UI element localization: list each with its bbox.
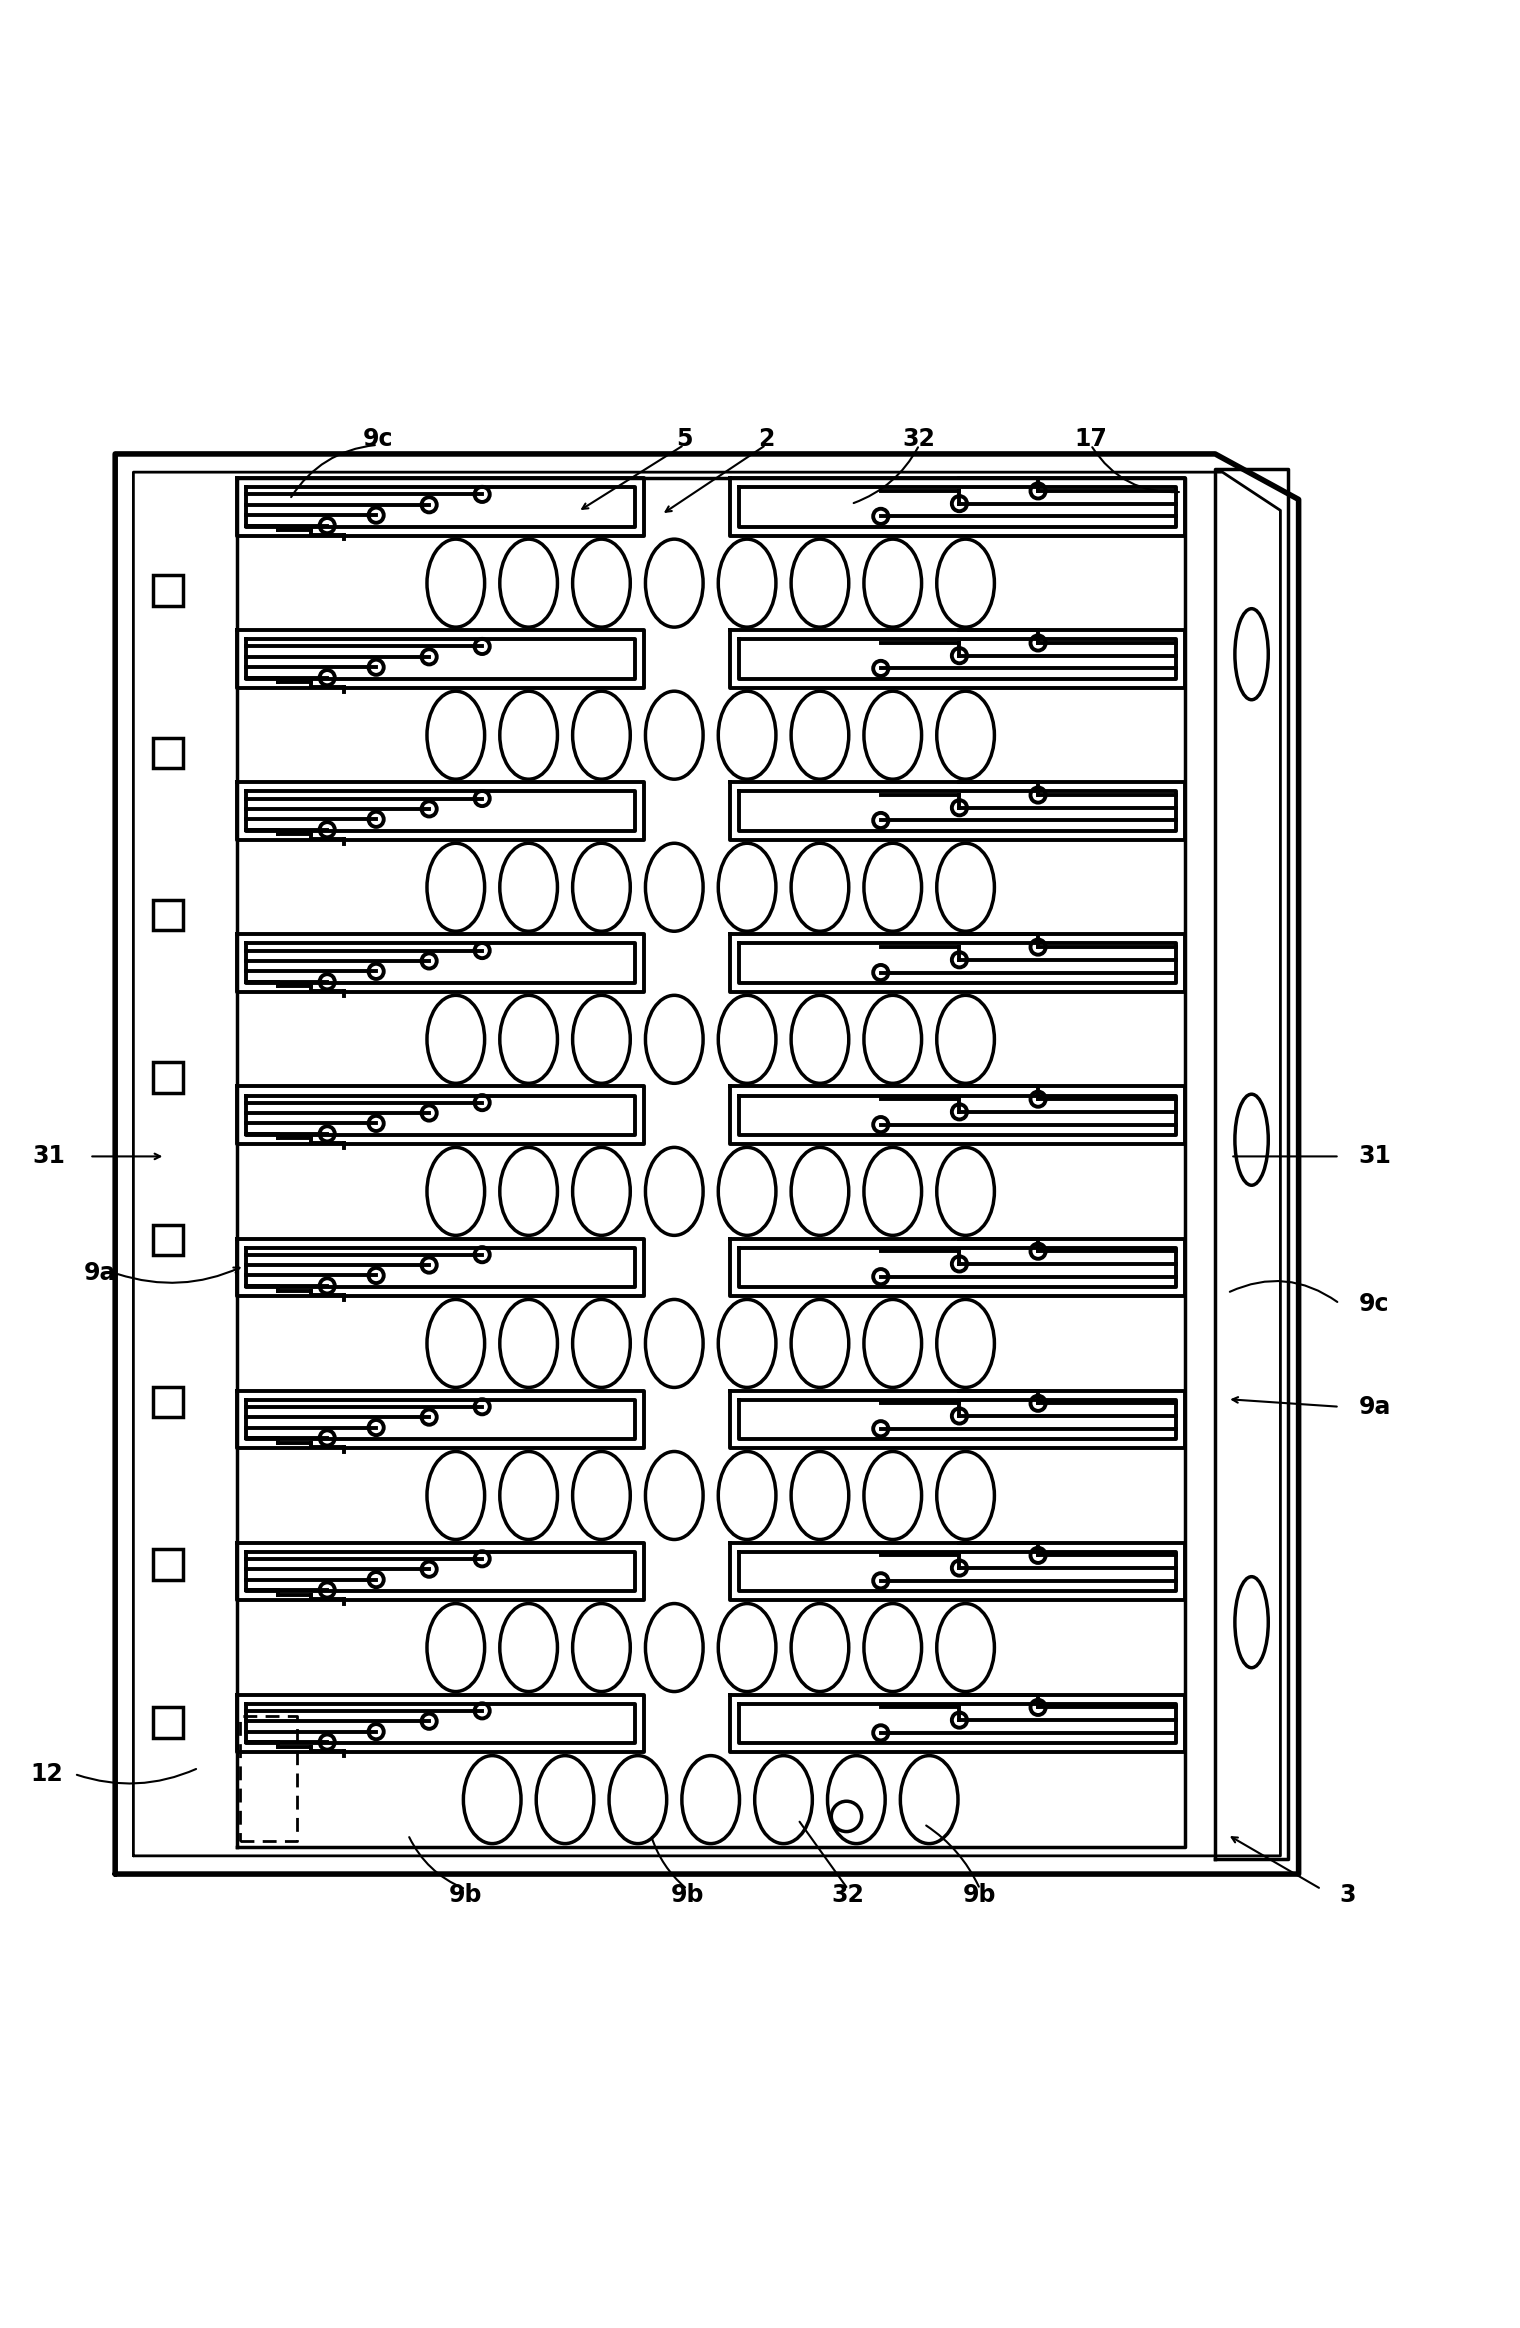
Text: 9b: 9b bbox=[670, 1883, 704, 1907]
Bar bbox=[154, 1225, 184, 1255]
Text: 9c: 9c bbox=[362, 426, 392, 452]
Bar bbox=[154, 1062, 184, 1092]
Bar bbox=[154, 1387, 184, 1418]
Text: 32: 32 bbox=[831, 1883, 865, 1907]
Text: 9b: 9b bbox=[448, 1883, 482, 1907]
Text: 2: 2 bbox=[758, 426, 774, 452]
Bar bbox=[154, 1706, 184, 1737]
Text: 32: 32 bbox=[903, 426, 936, 452]
Text: 31: 31 bbox=[32, 1145, 65, 1169]
Text: 17: 17 bbox=[1075, 426, 1107, 452]
Text: 9a: 9a bbox=[1359, 1394, 1391, 1418]
Bar bbox=[154, 901, 184, 931]
Text: 3: 3 bbox=[1339, 1883, 1356, 1907]
Bar bbox=[154, 1550, 184, 1581]
Text: 9c: 9c bbox=[1359, 1292, 1389, 1315]
Text: 9a: 9a bbox=[84, 1262, 116, 1285]
Text: 5: 5 bbox=[676, 426, 693, 452]
Text: 9b: 9b bbox=[964, 1883, 997, 1907]
Text: 12: 12 bbox=[30, 1762, 64, 1786]
Bar bbox=[154, 575, 184, 605]
Text: 31: 31 bbox=[1357, 1145, 1391, 1169]
Bar bbox=[154, 738, 184, 768]
